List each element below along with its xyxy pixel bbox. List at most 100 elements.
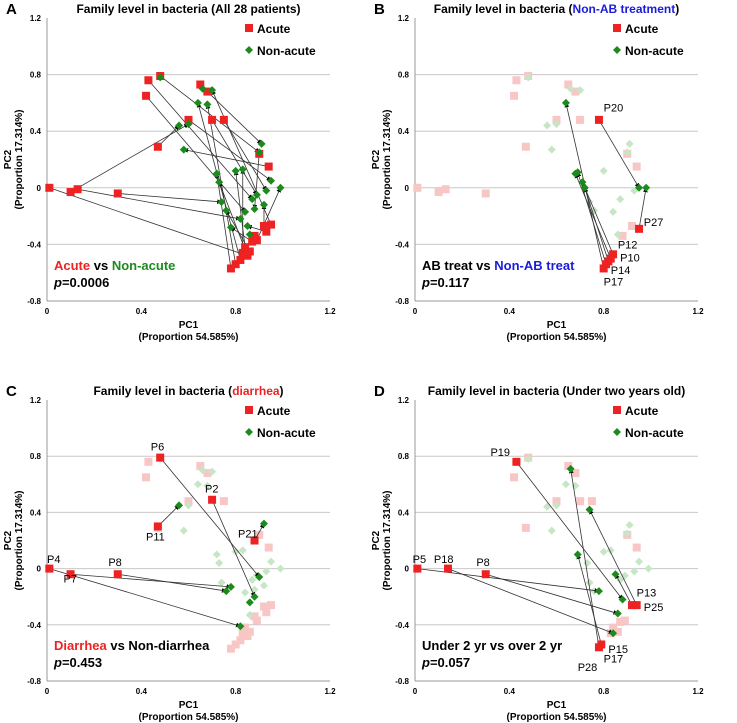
ghost-acute-point (510, 473, 519, 482)
x-tick-label: 0.4 (504, 687, 516, 696)
y-axis-title: PC2 (371, 149, 382, 169)
y-axis-subtitle: (Proportion 17.314%) (382, 109, 393, 209)
caption-part: vs Non-diarrhea (107, 638, 210, 653)
p-symbol: p (53, 655, 62, 670)
arrow (77, 188, 241, 221)
acute-point (226, 264, 235, 273)
ghost-nonacute-point (543, 502, 552, 511)
acute-point (444, 564, 453, 573)
acute-point (252, 236, 261, 245)
nonacute-point (250, 205, 259, 214)
acute-point (236, 255, 245, 264)
ghost-nonacute-point (616, 195, 625, 204)
nonacute-point (642, 183, 651, 192)
ghost-nonacute-point (547, 526, 556, 535)
caption-part: Under 2 yr vs over 2 yr (422, 638, 562, 653)
point-label: P18 (434, 554, 454, 566)
ghost-nonacute-point (552, 501, 561, 510)
y-tick-label: 0 (405, 565, 410, 574)
ghost-nonacute-point (241, 588, 250, 597)
nonacute-point (585, 505, 594, 514)
y-tick-label: -0.8 (27, 297, 41, 306)
legend-nonacute-swatch (613, 46, 621, 54)
x-tick-label: 1.2 (324, 687, 336, 696)
legend-nonacute-label: Non-acute (257, 426, 316, 440)
x-axis-title: PC1 (179, 700, 199, 711)
p-symbol: p (53, 275, 62, 290)
x-tick-label: 1.2 (692, 307, 704, 316)
panel-C: C Family level in bacteria (diarrhea) 1.2 0… (3, 383, 336, 723)
y-tick-label: 0.4 (398, 508, 410, 517)
ghost-acute-point (267, 601, 276, 610)
point-label: P2 (205, 484, 218, 496)
legend-acute-label: Acute (257, 404, 291, 418)
nonacute-point (578, 178, 587, 187)
legend-acute-swatch (245, 24, 253, 32)
ghost-acute-point (571, 87, 580, 96)
title-part: Family level in bacteria ( (93, 384, 232, 398)
acute-point (153, 142, 162, 151)
ghost-nonacute-point (262, 567, 271, 576)
nonacute-point (215, 178, 224, 187)
ghost-acute-point (632, 162, 641, 171)
ghost-acute-point (564, 462, 573, 471)
point-label: P7 (64, 574, 77, 586)
y-tick-label: -0.8 (395, 297, 409, 306)
x-tick-label: 0.8 (230, 307, 242, 316)
nonacute-point (203, 100, 212, 109)
arrow (145, 95, 246, 213)
acute-point (144, 76, 153, 85)
caption-part: Diarrhea (54, 638, 108, 653)
ghost-nonacute-point (585, 578, 594, 587)
panel-letter: B (374, 1, 385, 18)
arrow (576, 171, 607, 265)
arrow (49, 568, 241, 628)
p-symbol: p (421, 275, 430, 290)
p-value: p=0.453 (53, 655, 102, 670)
arrow (638, 187, 648, 229)
panel-B: B Family level in bacteria (Non-AB treatm… (371, 1, 704, 343)
y-axis-subtitle: (Proportion 17.314%) (14, 109, 25, 209)
ghost-acute-point (618, 231, 627, 240)
point-label: P15 (608, 644, 628, 656)
y-tick-label: -0.4 (27, 240, 41, 249)
legend-nonacute-label: Non-acute (257, 44, 316, 58)
acute-point (481, 570, 490, 579)
ghost-nonacute-point (248, 575, 257, 584)
acute-point (203, 87, 212, 96)
ghost-nonacute-point (552, 120, 561, 129)
ghost-nonacute-point (208, 467, 217, 476)
ghost-acute-point (616, 617, 625, 626)
comparison-caption: Under 2 yr vs over 2 yr (422, 638, 562, 653)
ghost-acute-point (613, 627, 622, 636)
p-value-number: =0.453 (62, 655, 102, 670)
x-tick-label: 0.8 (598, 687, 610, 696)
ghost-nonacute-point (212, 550, 221, 559)
nonacute-point (611, 570, 620, 579)
ghost-nonacute-point (245, 610, 254, 619)
point-label: P12 (618, 240, 638, 252)
y-tick-label: -0.4 (395, 621, 409, 630)
arrow (211, 499, 255, 598)
ghost-acute-point (627, 222, 636, 231)
point-label: P20 (604, 102, 624, 114)
y-axis-title: PC2 (3, 149, 14, 169)
point-label: P8 (108, 557, 121, 569)
nonacute-point (217, 197, 226, 206)
x-axis-title: PC1 (179, 320, 199, 331)
ghost-acute-point (226, 644, 235, 653)
ghost-acute-point (576, 115, 585, 124)
acute-point (245, 247, 254, 256)
title-part: ) (280, 384, 284, 398)
ghost-nonacute-point (215, 558, 224, 567)
point-label: P10 (620, 252, 640, 264)
acute-point (635, 224, 644, 233)
arrow (183, 148, 269, 167)
x-tick-label: 0.4 (136, 307, 148, 316)
acute-point (627, 601, 636, 610)
nonacute-point (573, 550, 582, 559)
nonacute-point (212, 169, 221, 178)
y-tick-label: 0.8 (398, 452, 410, 461)
ghost-nonacute-point (184, 501, 193, 510)
ghost-acute-point (620, 616, 629, 625)
